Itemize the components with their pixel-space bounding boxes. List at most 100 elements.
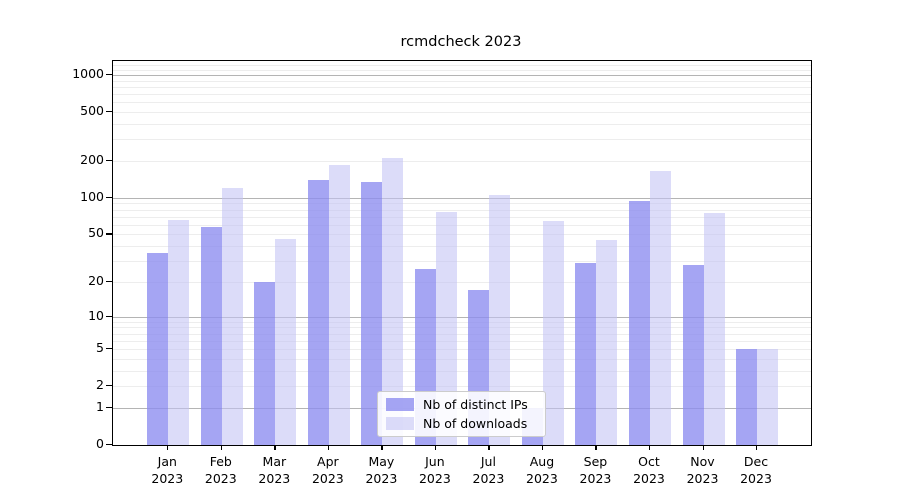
gridline-minor-8 [113,327,811,329]
gridline-minor-50 [113,234,811,236]
legend-row-distinct-ips: Nb of distinct IPs [386,397,537,412]
bar-distinct-ips-feb-2023 [200,226,222,445]
bar-downloads-jul-2023 [489,195,511,445]
gridline-minor-40 [113,246,811,248]
gridline-major-10 [113,316,811,318]
y-tick-label-1000: 1000 [72,66,104,82]
gridline-minor-900 [113,80,811,82]
x-tick-label-sep-2023: Sep 2023 [579,454,612,486]
x-tick-mark-jan-2023 [167,445,169,450]
bar-downloads-nov-2023 [703,213,725,445]
x-tick-label-jul-2023: Jul 2023 [472,454,505,486]
y-tick-mark-2 [106,385,112,387]
y-tick-label-2: 2 [96,377,104,393]
bar-distinct-ips-jan-2023 [147,253,169,445]
gridline-minor-2 [113,386,811,388]
y-tick-label-20: 20 [88,272,104,288]
x-tick-mark-apr-2023 [327,445,330,450]
legend: Nb of distinct IPs Nb of downloads [377,391,546,437]
bar-downloads-sep-2023 [596,239,618,445]
x-tick-label-dec-2023: Dec 2023 [740,454,772,486]
x-tick-mark-nov-2023 [702,445,704,450]
y-tick-label-50: 50 [88,225,104,241]
legend-swatch-distinct-ips [386,398,414,411]
legend-label-distinct-ips: Nb of distinct IPs [423,397,528,412]
gridline-major-1000 [113,75,811,77]
x-tick-mark-oct-2023 [648,445,651,450]
y-tick-mark-200 [106,160,112,162]
gridline-minor-30 [113,261,811,263]
gridline-minor-400 [113,124,811,126]
y-tick-label-10: 10 [88,307,104,323]
chart-title: rcmdcheck 2023 [400,34,522,50]
bar-downloads-apr-2023 [328,165,350,445]
y-tick-mark-5 [106,348,112,350]
x-tick-mark-may-2023 [381,445,383,450]
y-tick-mark-100 [106,196,112,199]
x-tick-label-aug-2023: Aug 2023 [526,454,558,486]
bar-downloads-may-2023 [382,158,404,445]
x-tick-mark-sep-2023 [595,445,597,450]
x-tick-mark-mar-2023 [274,445,276,450]
y-tick-label-1: 1 [96,398,104,414]
bar-downloads-aug-2023 [542,220,564,445]
gridline-major-100 [113,197,811,199]
bar-downloads-oct-2023 [649,171,671,445]
x-tick-label-may-2023: May 2023 [365,454,398,486]
bar-downloads-mar-2023 [275,238,297,445]
gridline-minor-6 [113,340,811,342]
gridline-minor-90 [113,203,811,205]
x-tick-label-feb-2023: Feb 2023 [204,454,237,486]
bar-distinct-ips-mar-2023 [254,281,276,445]
bar-distinct-ips-may-2023 [361,181,383,445]
y-tick-mark-1 [106,406,112,409]
x-tick-label-nov-2023: Nov 2023 [686,454,719,486]
bar-distinct-ips-dec-2023 [736,349,758,445]
legend-label-downloads: Nb of downloads [423,416,528,431]
gridline-minor-700 [113,94,811,96]
gridline-minor-600 [113,102,811,104]
x-tick-mark-jul-2023 [488,445,490,450]
bar-distinct-ips-apr-2023 [307,180,329,445]
y-tick-mark-20 [106,280,112,283]
y-tick-label-500: 500 [80,103,104,119]
gridline-minor-60 [113,224,811,226]
bar-distinct-ips-sep-2023 [575,262,597,445]
x-tick-mark-aug-2023 [541,445,544,450]
y-tick-mark-500 [106,111,112,113]
x-tick-label-apr-2023: Apr 2023 [311,454,344,486]
y-tick-mark-1000 [106,74,112,76]
bar-distinct-ips-oct-2023 [628,201,650,445]
x-tick-mark-jun-2023 [434,445,437,450]
gridline-minor-300 [113,139,811,141]
legend-swatch-downloads [386,417,414,430]
x-tick-label-mar-2023: Mar 2023 [258,454,291,486]
y-tick-mark-0 [106,444,112,446]
gridline-minor-1200 [113,65,811,67]
plot-area [112,60,812,446]
gridline-minor-9 [113,321,811,323]
y-tick-label-0: 0 [96,436,104,451]
gridline-minor-5 [113,349,811,351]
gridline-minor-500 [113,112,811,114]
x-tick-label-oct-2023: Oct 2023 [633,454,665,486]
gridline-minor-1100 [113,69,811,71]
gridline-minor-80 [113,209,811,211]
gridline-minor-70 [113,216,811,218]
gridline-minor-3 [113,370,811,372]
bar-downloads-jan-2023 [168,219,190,445]
gridline-minor-800 [113,86,811,88]
x-tick-mark-feb-2023 [220,445,222,450]
gridline-minor-4 [113,358,811,360]
y-tick-label-100: 100 [80,188,104,204]
gridline-minor-7 [113,333,811,335]
y-tick-mark-10 [106,315,112,317]
bar-distinct-ips-nov-2023 [682,264,704,445]
bar-downloads-dec-2023 [757,349,779,445]
bar-downloads-jun-2023 [435,212,457,445]
bar-downloads-feb-2023 [221,188,243,445]
y-tick-label-5: 5 [96,340,104,356]
legend-row-downloads: Nb of downloads [386,416,537,431]
x-tick-mark-dec-2023 [756,445,758,450]
